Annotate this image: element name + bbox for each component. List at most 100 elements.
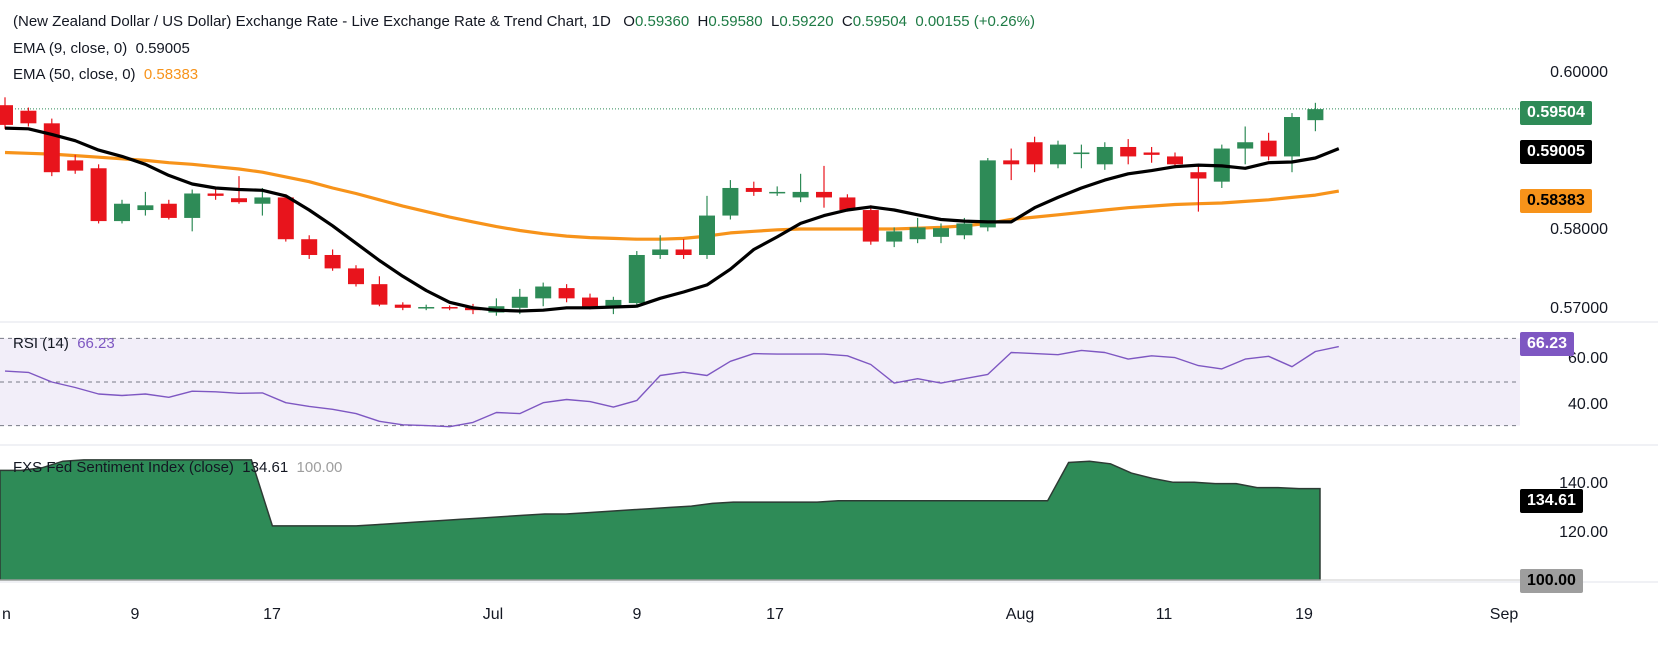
ema50-layer [4, 150, 1340, 241]
fxs-label: FXS Fed Sentiment Index (close) [13, 459, 234, 476]
close-value: 0.59504 [852, 13, 907, 30]
rsi-pane [0, 337, 1520, 428]
ema50-line [4, 150, 1340, 241]
price-tag: 0.59504 [1520, 101, 1592, 125]
candle-down [558, 288, 575, 299]
candle-up [933, 228, 949, 237]
low-label: L [770, 13, 780, 30]
candle-up [1050, 144, 1066, 165]
x-tick-label: Sep [1489, 606, 1519, 623]
candle-down [1003, 160, 1020, 165]
open-value: 0.59360 [634, 13, 690, 30]
candle-up [628, 254, 645, 304]
ema50-legend[interactable]: EMA (50, close, 0) 0.58383 [13, 66, 198, 83]
ema50-value: 0.58383 [143, 66, 199, 83]
candle-down [441, 307, 458, 309]
candle-down [20, 110, 37, 124]
candle-down [324, 254, 341, 269]
x-tick-label: Aug [1005, 606, 1035, 623]
candle-down [1190, 172, 1207, 179]
candle-up [418, 307, 435, 309]
candle-down [90, 168, 107, 222]
ema50-label: EMA (50, close, 0) [13, 66, 136, 83]
ema50-tag: 0.58383 [1520, 189, 1592, 213]
candle-up [1284, 117, 1300, 157]
candle-up [137, 205, 154, 211]
rsi-value: 66.23 [77, 335, 115, 352]
candle-up [699, 215, 715, 255]
x-tick-label: n [2, 606, 11, 623]
ema9-value: 0.59005 [135, 40, 190, 57]
ema9-legend[interactable]: EMA (9, close, 0) 0.59005 [13, 40, 190, 57]
candle-down [582, 297, 598, 308]
close-label: C [841, 13, 853, 30]
fxs-baseline-value: 100.00 [296, 459, 343, 476]
price-tick: 0.57000 [1550, 300, 1608, 317]
high-value: 0.59580 [708, 13, 763, 30]
candle-up [605, 299, 622, 308]
ema9-line [4, 126, 1340, 313]
x-tick-label: 9 [130, 606, 140, 623]
candle-down [1120, 146, 1137, 157]
candle-down [745, 187, 762, 192]
candle-down [1260, 140, 1277, 157]
rsi-line [4, 345, 1339, 428]
rsi-label: RSI (14) [13, 335, 69, 352]
x-tick-label: 19 [1295, 606, 1313, 623]
candle-down [862, 210, 879, 242]
ema9-layer [4, 126, 1340, 313]
fxs-pane [0, 459, 1520, 581]
candle-up [535, 286, 552, 299]
candle-up [1307, 109, 1324, 121]
candle-down [1167, 156, 1183, 165]
candle-up [652, 249, 669, 255]
candle-down [1026, 142, 1043, 165]
candlestick-series [0, 97, 1324, 316]
price-tick: 0.60000 [1550, 64, 1608, 81]
candle-down [43, 123, 60, 173]
x-tick-label: 11 [1155, 606, 1173, 623]
price-tick: 0.58000 [1550, 221, 1608, 238]
candle-down [231, 198, 247, 203]
candle-down [277, 197, 294, 240]
x-tick-label: 17 [263, 606, 281, 623]
x-tick-label: 17 [766, 606, 784, 623]
high-label: H [697, 13, 709, 30]
fxs-baseline-tag: 100.00 [1520, 569, 1583, 593]
candle-up [511, 296, 528, 308]
rsi-tick: 40.00 [1567, 396, 1608, 413]
candle-up [254, 197, 271, 204]
candle-down [160, 203, 177, 218]
x-tick-label: 9 [632, 606, 642, 623]
candle-up [1096, 146, 1113, 165]
change-value: 0.00155 (+0.26%) [915, 13, 1035, 30]
candle-down [1143, 152, 1160, 155]
ema9-tag: 0.59005 [1520, 140, 1592, 164]
candle-up [114, 203, 130, 222]
candle-up [1237, 142, 1254, 149]
open-label: O [623, 13, 635, 30]
candle-down [207, 193, 224, 196]
candle-up [956, 223, 973, 236]
candle-up [886, 231, 903, 242]
x-tick-label: Jul [482, 606, 504, 623]
fxs-area [0, 459, 1321, 581]
candle-down [348, 268, 364, 285]
fxs-legend[interactable]: FXS Fed Sentiment Index (close) 134.61 1… [13, 459, 342, 476]
rsi-legend[interactable]: RSI (14) 66.23 [13, 335, 115, 352]
candle-down [394, 304, 411, 308]
ema9-label: EMA (9, close, 0) [13, 40, 128, 57]
candle-up [792, 191, 809, 198]
candle-down [301, 239, 318, 255]
candle-up [722, 187, 739, 216]
fxs-tick: 120.00 [1559, 524, 1608, 541]
candle-down [67, 160, 84, 171]
candle-down [816, 191, 832, 198]
candle-down [675, 249, 692, 255]
candle-down [371, 284, 388, 305]
grid-lines [0, 108, 1658, 583]
fxs-value: 134.61 [242, 459, 289, 476]
low-value: 0.59220 [779, 13, 834, 30]
candle-up [979, 160, 996, 228]
